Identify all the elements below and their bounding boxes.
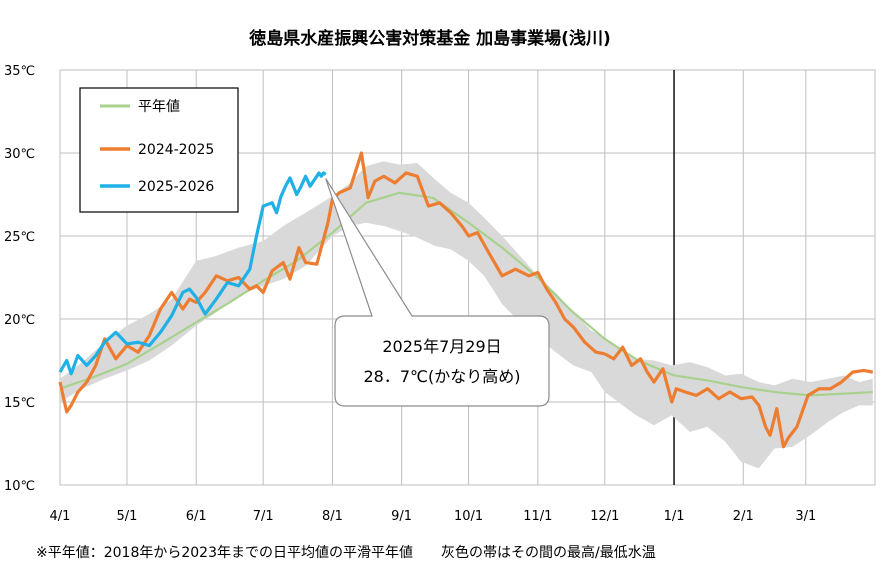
x-tick-label: 5/1 <box>117 509 138 524</box>
y-tick-label: 10℃ <box>4 479 35 494</box>
annotation-callout: 2025年7月29日 28．7℃(かなり高め) <box>325 178 550 407</box>
x-tick-label: 11/1 <box>523 509 552 524</box>
y-tick-label: 15℃ <box>4 396 35 411</box>
series-line-2 <box>604 345 874 449</box>
chart-title: 徳島県水産振興公害対策基金 加島事業場(浅川) <box>248 28 610 49</box>
y-tick-label: 30℃ <box>4 147 35 162</box>
series-lines <box>58 151 874 449</box>
footnote: ※平年値：2018年から2023年までの日平均値の平滑平年値 灰色の帯はその間の… <box>36 544 656 561</box>
x-tick-label: 7/1 <box>253 509 274 524</box>
series-line-0 <box>59 191 873 397</box>
callout-bubble <box>325 178 550 407</box>
y-tick-label: 20℃ <box>4 313 35 328</box>
x-tick-label: 8/1 <box>322 509 343 524</box>
legend-label-2024: 2024-2025 <box>138 142 214 158</box>
y-tick-label: 25℃ <box>4 230 35 245</box>
x-axis-ticks: 4/1 5/1 6/1 7/1 8/1 9/1 10/1 11/1 12/1 1/1 2/1 3/1 <box>50 509 817 524</box>
x-tick-label: 12/1 <box>590 509 619 524</box>
x-tick-label: 1/1 <box>664 509 685 524</box>
x-tick-label: 9/1 <box>391 509 412 524</box>
x-tick-label: 6/1 <box>186 509 207 524</box>
y-tick-label: 35℃ <box>4 64 35 79</box>
legend-label-normal: 平年値 <box>138 99 180 115</box>
legend-label-2025: 2025-2026 <box>138 179 214 195</box>
x-tick-label: 10/1 <box>454 509 483 524</box>
legend: 平年値 2024-2025 2025-2026 <box>79 87 239 213</box>
x-tick-label: 4/1 <box>50 509 71 524</box>
callout-date: 2025年7月29日 <box>382 337 501 356</box>
x-tick-label: 3/1 <box>795 509 816 524</box>
y-axis-ticks: 10℃ 15℃ 20℃ 25℃ 30℃ 35℃ <box>4 64 35 494</box>
x-tick-label: 2/1 <box>733 509 754 524</box>
series-line-3 <box>58 171 327 376</box>
callout-value: 28．7℃(かなり高め) <box>364 367 521 386</box>
